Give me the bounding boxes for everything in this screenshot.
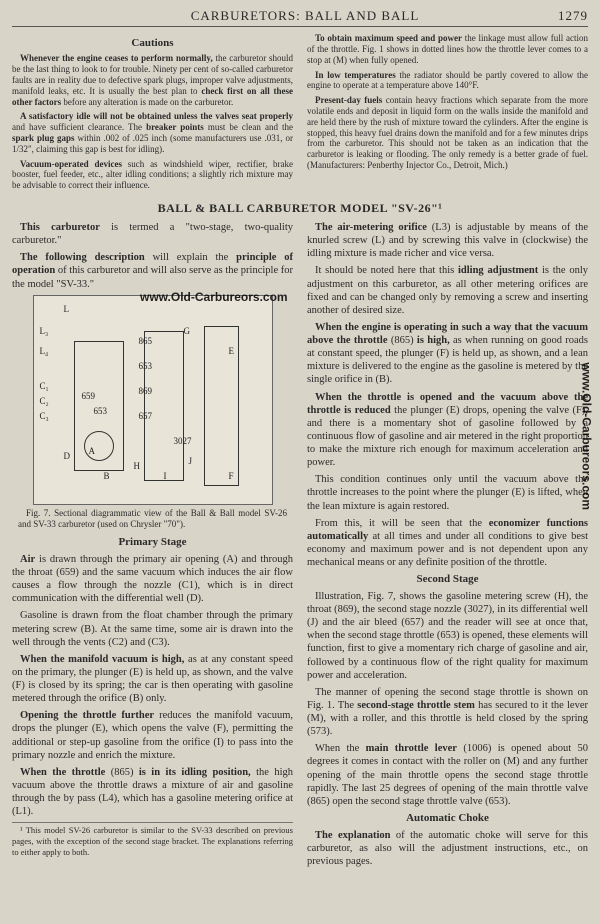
main-heading: BALL & BALL CARBURETOR MODEL "SV-26"¹ [12, 201, 588, 216]
second-p3: When the main throttle lever (1006) is o… [307, 742, 588, 808]
page-number: 1279 [558, 8, 588, 24]
figure-7: L L₃ L₄ C₂ C₃ C₁ 865 653 659 653 869 657… [33, 295, 273, 505]
main-p7: This condition continues only until the … [307, 473, 588, 512]
auto-p1: The explanation of the automatic choke w… [307, 829, 588, 868]
main-p5: When the engine is operating in such a w… [307, 321, 588, 387]
cautions-block: Cautions Whenever the engine ceases to p… [12, 33, 588, 195]
intro-p2: The following description will explain t… [12, 251, 293, 290]
page-header: CARBURETORS: BALL AND BALL 1279 [12, 8, 588, 27]
main-p8: From this, it will be seen that the econ… [307, 517, 588, 570]
header-spacer [12, 8, 52, 24]
cautions-p6: Present-day fuels contain heavy fraction… [307, 95, 588, 171]
primary-p3: When the manifold vacuum is high, as at … [12, 653, 293, 706]
primary-heading: Primary Stage [12, 536, 293, 550]
watermark-2: www.Old-Carbureors.com [579, 362, 594, 510]
cautions-p5: In low temperatures the radiator should … [307, 70, 588, 92]
cautions-p1: Whenever the engine ceases to perform no… [12, 53, 293, 107]
cautions-heading: Cautions [12, 37, 293, 50]
second-p1: Illustration, Fig. 7, shows the gasoline… [307, 590, 588, 682]
footnote: ¹ This model SV-26 carburetor is similar… [12, 822, 293, 857]
primary-p4: Opening the throttle further reduces the… [12, 709, 293, 762]
primary-p2: Gasoline is drawn from the float chamber… [12, 609, 293, 648]
second-p2: The manner of opening the second stage t… [307, 686, 588, 739]
main-p3: The air-metering orifice (L3) is adjusta… [307, 221, 588, 260]
left-column: This carburetor is termed a "two-stage, … [12, 221, 293, 872]
auto-heading: Automatic Choke [307, 812, 588, 826]
page-title: CARBURETORS: BALL AND BALL [52, 8, 558, 24]
second-heading: Second Stage [307, 573, 588, 587]
cautions-p4: To obtain maximum speed and power the li… [307, 33, 588, 65]
right-column: The air-metering orifice (L3) is adjusta… [307, 221, 588, 872]
main-content: This carburetor is termed a "two-stage, … [12, 221, 588, 872]
watermark-1: www.Old-Carbureors.com [140, 290, 288, 305]
main-p6: When the throttle is opened and the vacu… [307, 391, 588, 470]
cautions-p3: Vacuum-operated devices such as windshie… [12, 159, 293, 191]
primary-p5: When the throttle (865) is in its idling… [12, 766, 293, 819]
primary-p1: Air is drawn through the primary air ope… [12, 553, 293, 606]
figure-caption: Fig. 7. Sectional diagrammatic view of t… [18, 508, 287, 531]
cautions-p2: A satisfactory idle will not be obtained… [12, 111, 293, 154]
main-p4: It should be noted here that this idling… [307, 264, 588, 317]
intro-p1: This carburetor is termed a "two-stage, … [12, 221, 293, 247]
